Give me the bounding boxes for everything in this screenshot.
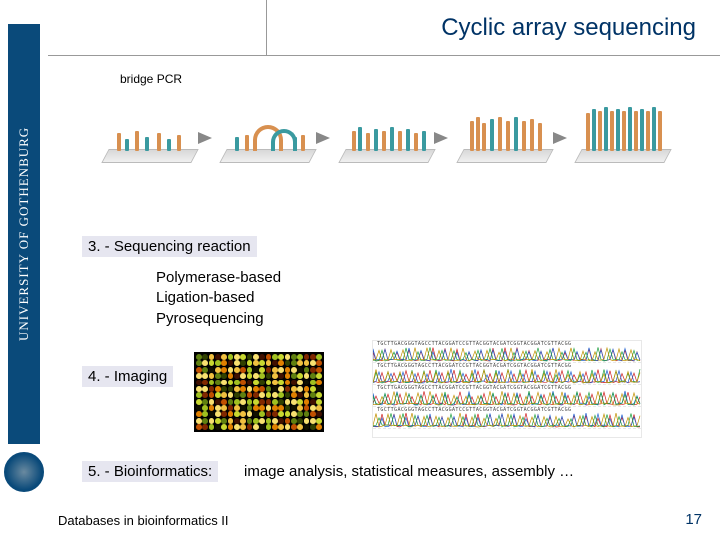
method-ligation: Ligation-based [156, 288, 281, 308]
bridge-pcr-diagram [105, 100, 665, 170]
step3-heading: 3. - Sequencing reaction [82, 236, 257, 257]
university-seal-icon [4, 452, 44, 492]
footer-course: Databases in bioinformatics II [58, 513, 229, 528]
step3-methods: Polymerase-based Ligation-based Pyrosequ… [156, 268, 281, 329]
header: Cyclic array sequencing [48, 0, 720, 56]
method-polymerase: Polymerase-based [156, 268, 281, 288]
microarray-image [194, 352, 324, 432]
method-pyro: Pyrosequencing [156, 309, 281, 329]
page-title: Cyclic array sequencing [441, 14, 696, 42]
institution-banner: UNIVERSITY OF GOTHENBURG [8, 24, 40, 444]
sidebar: UNIVERSITY OF GOTHENBURG [0, 0, 48, 540]
footer-page-number: 17 [685, 511, 702, 528]
step4-heading: 4. - Imaging [82, 366, 173, 387]
bridge-pcr-label: bridge PCR [120, 72, 182, 86]
step5-text: image analysis, statistical measures, as… [244, 463, 574, 480]
step5-heading: 5. - Bioinformatics: [82, 461, 218, 482]
header-divider [266, 0, 267, 56]
electropherogram: TGCTTGACGGGTAGCCTTACGGATCCGTTACGGTACGATC… [372, 340, 642, 438]
